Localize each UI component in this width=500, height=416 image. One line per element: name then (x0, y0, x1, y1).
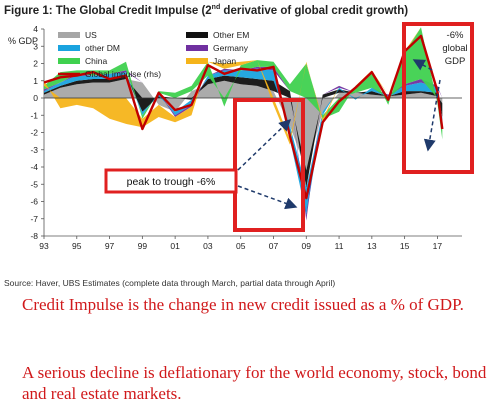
x-axis: 93 95 97 99 01 03 05 07 09 11 13 15 17 (39, 235, 462, 251)
x-tick-label: 15 (400, 241, 410, 251)
arrow-to-peak (237, 118, 292, 171)
annotations: peak to trough -6% -6% global GDP (104, 22, 474, 232)
arrow-to-2017-trough (423, 79, 441, 152)
y-tick-label: -5 (30, 179, 38, 189)
caption-implication: A serious decline is deflationary for th… (22, 363, 487, 403)
highlight-box-2017 (402, 22, 474, 174)
legend-label-china: China (85, 56, 107, 66)
figure-title: Figure 1: The Global Credit Impulse (2nd… (4, 4, 409, 17)
legend-swatch-germany (186, 45, 208, 51)
caption-definition: Credit Impulse is the change in new cred… (22, 295, 464, 314)
credit-impulse-chart: 4 3 2 1 0 -1 -2 -3 -4 -5 -6 -7 -8 % GDP 93 95 97 99 01 03 0… (8, 22, 474, 251)
y-tick-label: -1 (30, 110, 38, 120)
area-china (44, 27, 443, 140)
arrow-to-trough (237, 185, 298, 210)
x-tick-label: 09 (302, 241, 312, 251)
y-tick-label: -4 (30, 162, 38, 172)
y-axis: 4 3 2 1 0 -1 -2 -3 -4 -5 -6 -7 -8 % GDP (8, 24, 45, 241)
global-impulse-line (43, 34, 444, 200)
legend-label-other-dm: other DM (85, 43, 120, 53)
x-tick-label: 11 (335, 241, 344, 251)
gdp-annotation-line: -6% (447, 30, 464, 41)
legend-label-other-em: Other EM (213, 30, 249, 40)
y-tick-label: 0 (33, 93, 38, 103)
legend-label-us: US (85, 30, 97, 40)
legend-swatch-other-em (186, 32, 208, 38)
legend-label-japan: Japan (213, 56, 236, 66)
x-tick-label: 17 (433, 241, 443, 251)
area-other-em (44, 75, 443, 188)
legend-label-global-impulse: Global impulse (rhs) (85, 69, 161, 79)
peak-to-trough-box (104, 168, 238, 194)
y-axis-label: % GDP (8, 36, 38, 46)
highlight-box-2008 (233, 98, 305, 232)
legend: US Other EM other DM Germany China Japan Globa… (58, 30, 249, 79)
x-tick-label: 03 (203, 241, 213, 251)
y-tick-label: -8 (30, 231, 38, 241)
legend-swatch-japan (186, 58, 208, 64)
y-tick-label: -2 (30, 128, 38, 138)
y-tick-label: 1 (33, 76, 38, 86)
global-impulse-line-group (43, 34, 444, 200)
x-tick-label: 01 (170, 241, 180, 251)
x-tick-label: 97 (105, 241, 115, 251)
legend-swatch-china (58, 58, 80, 64)
legend-swatch-other-dm (58, 45, 80, 51)
y-tick-label: -7 (30, 214, 38, 224)
area-us (44, 79, 443, 171)
x-tick-label: 93 (39, 241, 49, 251)
x-tick-label: 13 (367, 241, 377, 251)
x-tick-label: 95 (72, 241, 82, 251)
x-tick-label: 07 (269, 241, 279, 251)
legend-label-germany: Germany (213, 43, 249, 53)
gdp-annotation-line: global (442, 43, 467, 54)
y-tick-label: 3 (33, 41, 38, 51)
y-tick-label: -3 (30, 145, 38, 155)
y-tick-label: -6 (30, 197, 38, 207)
peak-to-trough-label: peak to trough -6% (127, 176, 216, 188)
source-note: Source: Haver, UBS Estimates (complete d… (4, 278, 336, 288)
legend-swatch-us (58, 32, 80, 38)
y-tick-label: 2 (33, 59, 38, 69)
gdp-annotation-line: GDP (445, 56, 466, 67)
arrow-to-2017-peak (412, 59, 433, 71)
y-tick-label: 4 (33, 24, 38, 34)
x-tick-label: 05 (236, 241, 246, 251)
x-tick-label: 99 (138, 241, 148, 251)
